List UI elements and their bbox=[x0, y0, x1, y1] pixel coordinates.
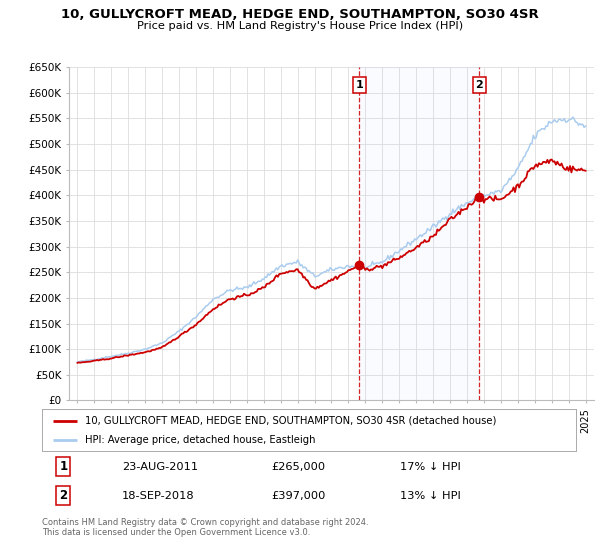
Text: Contains HM Land Registry data © Crown copyright and database right 2024.: Contains HM Land Registry data © Crown c… bbox=[42, 518, 368, 527]
Bar bbox=[359, 67, 479, 400]
Text: 23-AUG-2011: 23-AUG-2011 bbox=[122, 461, 198, 472]
Text: 1: 1 bbox=[59, 460, 67, 473]
Text: 17% ↓ HPI: 17% ↓ HPI bbox=[400, 461, 461, 472]
Text: 10, GULLYCROFT MEAD, HEDGE END, SOUTHAMPTON, SO30 4SR: 10, GULLYCROFT MEAD, HEDGE END, SOUTHAMP… bbox=[61, 8, 539, 21]
Text: 18-SEP-2018: 18-SEP-2018 bbox=[122, 491, 195, 501]
Text: HPI: Average price, detached house, Eastleigh: HPI: Average price, detached house, East… bbox=[85, 435, 315, 445]
Text: This data is licensed under the Open Government Licence v3.0.: This data is licensed under the Open Gov… bbox=[42, 528, 310, 537]
Text: 2: 2 bbox=[59, 489, 67, 502]
Text: 1: 1 bbox=[356, 80, 364, 90]
Text: 10, GULLYCROFT MEAD, HEDGE END, SOUTHAMPTON, SO30 4SR (detached house): 10, GULLYCROFT MEAD, HEDGE END, SOUTHAMP… bbox=[85, 416, 496, 426]
Text: 2: 2 bbox=[475, 80, 483, 90]
Text: £265,000: £265,000 bbox=[272, 461, 326, 472]
Text: Price paid vs. HM Land Registry's House Price Index (HPI): Price paid vs. HM Land Registry's House … bbox=[137, 21, 463, 31]
Text: 13% ↓ HPI: 13% ↓ HPI bbox=[400, 491, 461, 501]
Text: £397,000: £397,000 bbox=[272, 491, 326, 501]
